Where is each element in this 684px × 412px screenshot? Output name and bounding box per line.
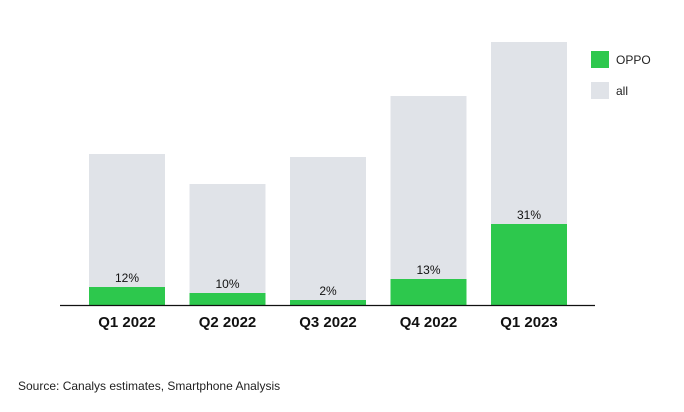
bar-oppo-3 — [390, 279, 467, 305]
legend-label-oppo: OPPO — [616, 53, 651, 67]
bar-oppo-4 — [491, 224, 567, 305]
legend: OPPO all — [591, 51, 651, 99]
data-label: 10% — [215, 277, 239, 291]
bar-all-0 — [89, 154, 165, 305]
legend-label-all: all — [616, 84, 628, 98]
source-note: Source: Canalys estimates, Smartphone An… — [18, 379, 280, 393]
legend-swatch-oppo — [591, 51, 609, 68]
bars-group: 12% 10% 2% 13% 31% — [89, 42, 567, 305]
data-label: 13% — [416, 263, 440, 277]
x-tick-label: Q4 2022 — [400, 314, 458, 331]
bar-all-2 — [290, 157, 366, 305]
bar-oppo-0 — [89, 287, 165, 305]
bar-oppo-2 — [290, 300, 366, 305]
tick-labels: Q1 2022 Q2 2022 Q3 2022 Q4 2022 Q1 2023 — [98, 314, 558, 331]
x-tick-label: Q1 2023 — [500, 314, 558, 331]
bar-oppo-1 — [189, 293, 266, 305]
x-tick-label: Q3 2022 — [299, 314, 357, 331]
data-label: 31% — [517, 208, 541, 222]
legend-swatch-all — [591, 82, 609, 99]
x-tick-label: Q1 2022 — [98, 314, 156, 331]
x-tick-label: Q2 2022 — [199, 314, 257, 331]
bar-all-1 — [189, 184, 266, 305]
bar-all-3 — [390, 96, 467, 305]
data-label: 12% — [115, 271, 139, 285]
data-label: 2% — [319, 284, 337, 298]
